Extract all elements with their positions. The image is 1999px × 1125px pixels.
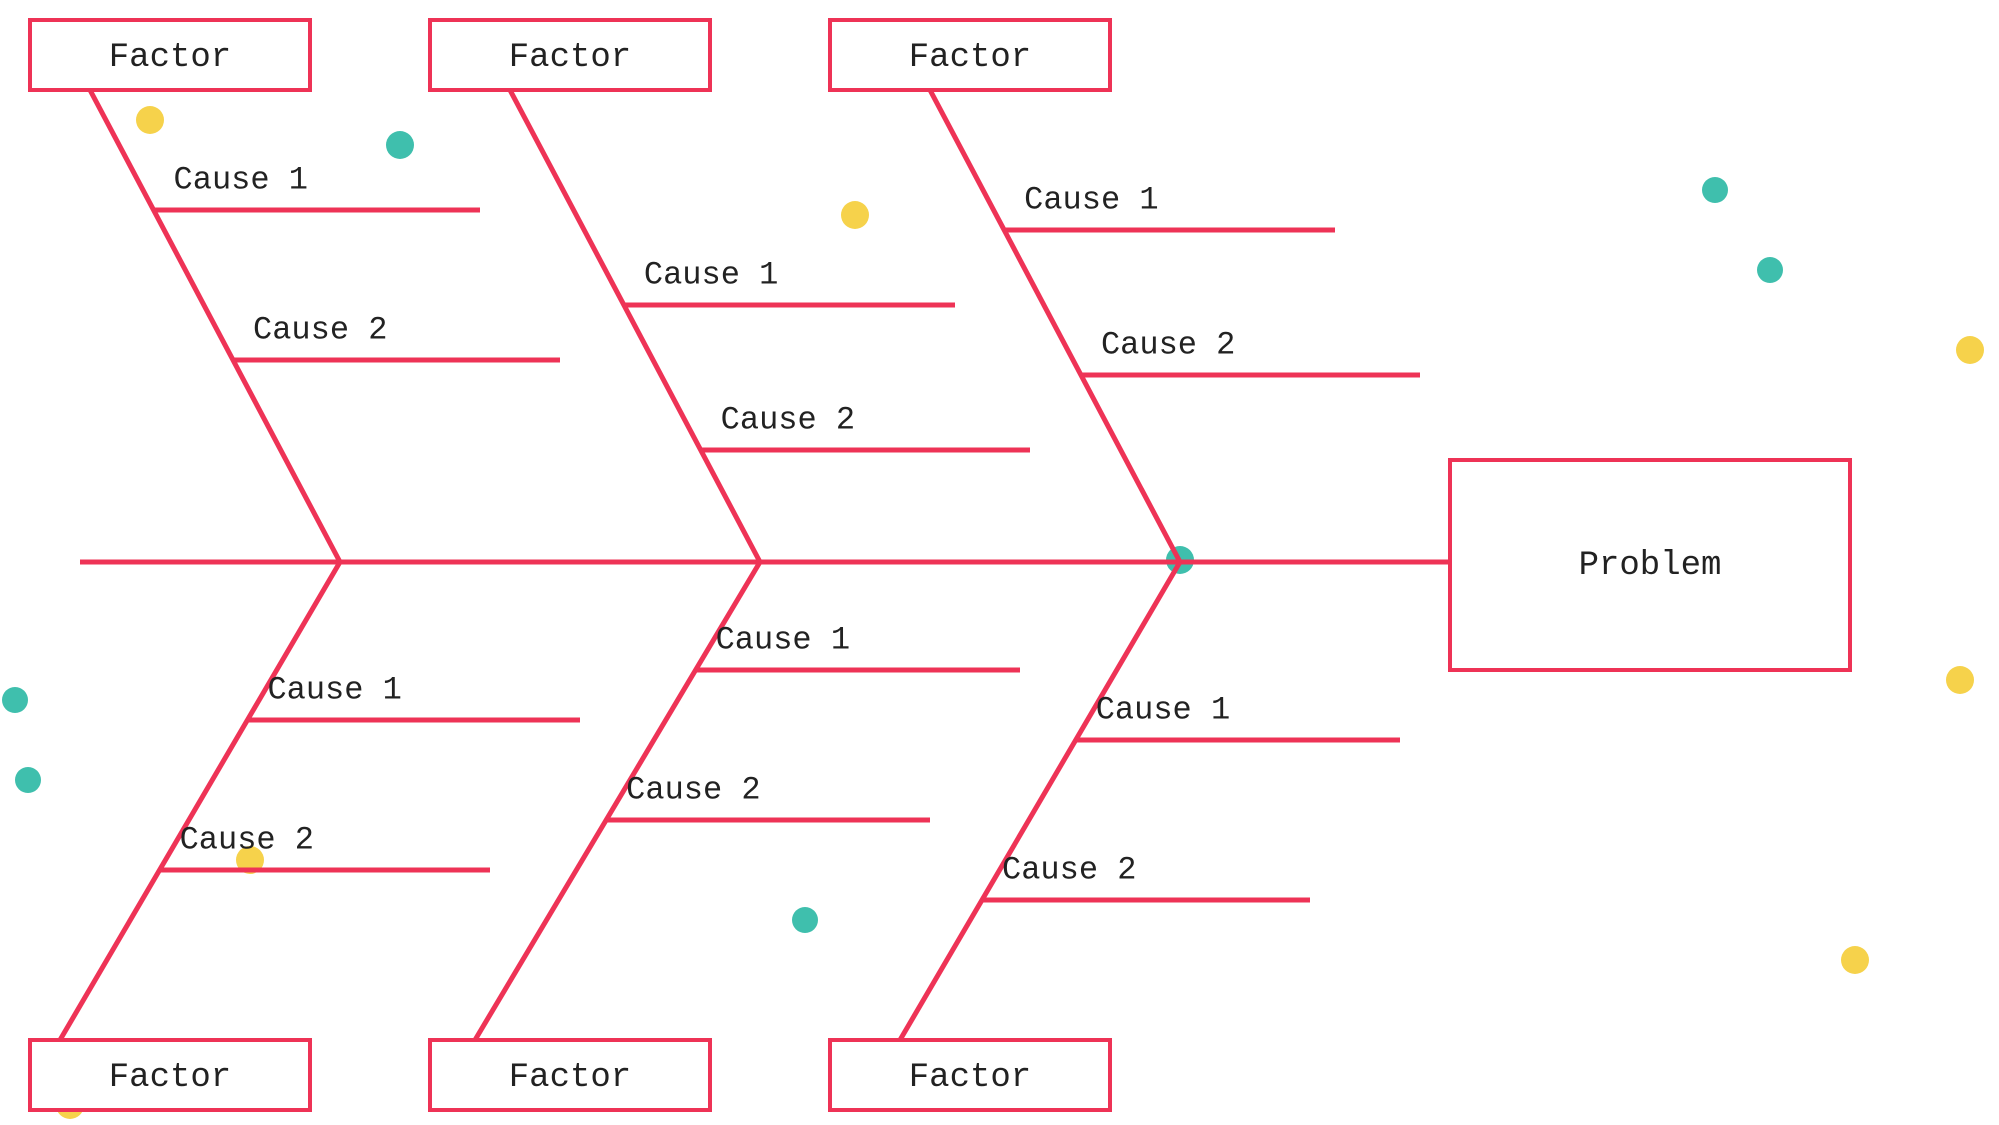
- factor-bone: [900, 562, 1180, 1040]
- cause-label: Cause 1: [174, 161, 308, 198]
- decorative-dot: [1946, 666, 1974, 694]
- problem-label: Problem: [1579, 547, 1722, 585]
- decorative-dot: [15, 767, 41, 793]
- cause-label: Cause 2: [626, 771, 760, 808]
- decorative-dot: [841, 201, 869, 229]
- cause-label: Cause 1: [1096, 691, 1230, 728]
- decorative-dot: [136, 106, 164, 134]
- decorative-dot: [1702, 177, 1728, 203]
- cause-label: Cause 2: [180, 821, 314, 858]
- factor-label: Factor: [509, 1059, 631, 1097]
- decorative-dot: [792, 907, 818, 933]
- cause-label: Cause 1: [644, 256, 778, 293]
- factor-label: Factor: [509, 39, 631, 77]
- fishbone-diagram: Problem Cause 1 Cause 2 Factor Cause 1 Cause …: [0, 0, 1999, 1125]
- cause-label: Cause 2: [1002, 851, 1136, 888]
- decorative-dot: [386, 131, 414, 159]
- factor-label: Factor: [109, 1059, 231, 1097]
- decorative-dot: [2, 687, 28, 713]
- factor-bone: [60, 562, 340, 1040]
- cause-label: Cause 1: [1024, 181, 1158, 218]
- factor-label: Factor: [909, 39, 1031, 77]
- cause-label: Cause 2: [1101, 326, 1235, 363]
- cause-label: Cause 1: [716, 621, 850, 658]
- decorative-dot: [1841, 946, 1869, 974]
- cause-label: Cause 1: [267, 671, 401, 708]
- decorative-dot: [1757, 257, 1783, 283]
- factor-bone: [510, 90, 760, 562]
- decorative-dot: [1956, 336, 1984, 364]
- factor-label: Factor: [109, 39, 231, 77]
- factor-label: Factor: [909, 1059, 1031, 1097]
- cause-label: Cause 2: [721, 401, 855, 438]
- cause-label: Cause 2: [253, 311, 387, 348]
